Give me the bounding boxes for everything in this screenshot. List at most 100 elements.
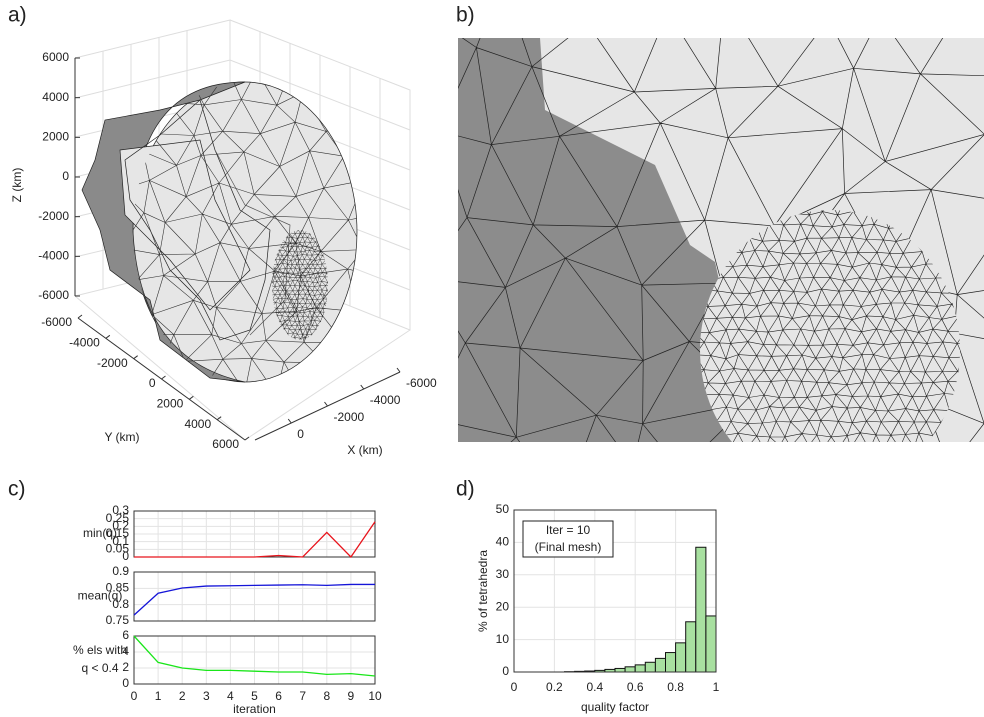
x-axis-label: X (km) bbox=[347, 443, 382, 457]
panel-label: d) bbox=[456, 478, 475, 501]
annotation: Iter = 10 bbox=[546, 523, 591, 537]
x-tick-label: 10 bbox=[368, 689, 382, 703]
y-axis-label: q < 0.4 bbox=[81, 661, 118, 675]
y-tick-label: 0.1 bbox=[112, 534, 129, 548]
x-tick bbox=[287, 418, 292, 424]
y-tick bbox=[105, 334, 111, 339]
y-tick-label: 0.05 bbox=[106, 542, 130, 556]
x-tick-label: 7 bbox=[299, 689, 306, 703]
z-axis-label: Z (km) bbox=[10, 168, 24, 203]
x-tick-label: 0.4 bbox=[586, 680, 603, 694]
y-tick-label: 40 bbox=[496, 535, 510, 549]
panel-label: a) bbox=[8, 4, 27, 27]
y-tick bbox=[161, 375, 166, 380]
mesh-zoom bbox=[458, 38, 984, 442]
x-tick-label: 0.2 bbox=[546, 680, 563, 694]
y-tick-label: 2000 bbox=[157, 397, 184, 411]
x-tick-label: 4 bbox=[227, 689, 234, 703]
y-tick-label: 2 bbox=[122, 660, 129, 674]
z-tick-label: -2000 bbox=[38, 209, 69, 223]
bar bbox=[614, 667, 626, 673]
x-tick-label: 0 bbox=[131, 689, 138, 703]
x-axis-label: iteration bbox=[233, 702, 276, 716]
y-tick bbox=[77, 314, 83, 319]
x-tick bbox=[360, 384, 365, 390]
x-tick-label: 9 bbox=[348, 689, 355, 703]
x-tick-label: -2000 bbox=[334, 410, 365, 424]
bar bbox=[665, 652, 677, 673]
plot-frame bbox=[133, 635, 376, 685]
y-tick-label: -6000 bbox=[41, 315, 72, 329]
z-tick-label: -4000 bbox=[38, 249, 69, 263]
y-tick-label: 0.2 bbox=[112, 519, 129, 533]
y-axis-label: % of tetrahedra bbox=[476, 550, 490, 632]
y-tick-label: 0.9 bbox=[112, 564, 129, 578]
y-tick-label: 10 bbox=[496, 632, 510, 646]
y-tick-label: 0.75 bbox=[106, 613, 130, 627]
y-tick bbox=[216, 416, 222, 421]
bar bbox=[675, 642, 687, 673]
x-tick-label: 3 bbox=[203, 689, 210, 703]
x-tick-label: 8 bbox=[323, 689, 330, 703]
y-tick bbox=[189, 395, 194, 400]
panel-label: c) bbox=[8, 478, 26, 501]
y-tick-label: 4 bbox=[122, 644, 129, 658]
plot-frame bbox=[513, 509, 717, 673]
x-tick-label: 0 bbox=[511, 680, 518, 694]
x-tick-label: 5 bbox=[251, 689, 258, 703]
y-axis-label: Y (km) bbox=[104, 430, 139, 444]
x-tick-label: 0 bbox=[297, 427, 304, 441]
x-tick bbox=[324, 401, 328, 407]
x-tick-label: 2 bbox=[179, 689, 186, 703]
y-tick-label: 0 bbox=[122, 676, 129, 690]
y-tick-label: 0 bbox=[122, 549, 129, 563]
y-tick-label: 30 bbox=[496, 567, 510, 581]
z-tick-label: -6000 bbox=[38, 288, 69, 302]
y-tick-label: 6000 bbox=[212, 437, 239, 451]
y-axis-label: mean(q) bbox=[78, 589, 123, 603]
line bbox=[133, 635, 376, 677]
y-tick-label: 0.15 bbox=[106, 526, 130, 540]
y-tick-label: -4000 bbox=[69, 336, 100, 350]
annotation-box bbox=[522, 520, 614, 558]
y-tick bbox=[133, 355, 138, 360]
y-tick-label: -2000 bbox=[97, 356, 128, 370]
z-tick-label: 0 bbox=[62, 169, 69, 183]
x-tick-label: -6000 bbox=[406, 376, 437, 390]
x-tick-label: 1 bbox=[155, 689, 162, 703]
x-tick-label: 0.8 bbox=[667, 680, 684, 694]
line bbox=[134, 521, 376, 559]
y-tick-label: 0 bbox=[502, 664, 509, 678]
y-tick-label: 0.25 bbox=[106, 511, 130, 525]
z-tick-label: 4000 bbox=[42, 90, 69, 104]
z-tick-label: 6000 bbox=[42, 50, 69, 64]
y-tick-label: 6 bbox=[122, 628, 129, 642]
bar bbox=[634, 664, 646, 673]
z-tick-label: 2000 bbox=[42, 130, 69, 144]
x-axis-label: quality factor bbox=[581, 700, 649, 714]
annotation: (Final mesh) bbox=[535, 540, 602, 554]
x-tick-label: 6 bbox=[275, 689, 282, 703]
bar bbox=[705, 615, 717, 673]
y-tick-label: 4000 bbox=[184, 417, 211, 431]
y-tick-label: 0.85 bbox=[106, 581, 130, 595]
x-tick-label: 0.6 bbox=[627, 680, 644, 694]
y-tick bbox=[244, 436, 250, 441]
bar bbox=[685, 621, 697, 673]
x-tick-label: -4000 bbox=[370, 393, 401, 407]
bar bbox=[695, 546, 707, 673]
y-tick-label: 0.8 bbox=[112, 597, 129, 611]
bar bbox=[654, 657, 667, 673]
y-axis-label: % els with bbox=[73, 643, 127, 657]
line bbox=[133, 583, 375, 616]
plot-frame bbox=[133, 571, 376, 622]
y-tick-label: 50 bbox=[496, 502, 510, 516]
y-tick-label: 0.3 bbox=[112, 503, 129, 517]
panel-label: b) bbox=[456, 4, 475, 27]
x-tick-label: 1 bbox=[713, 680, 720, 694]
bar bbox=[624, 666, 636, 673]
x-tick bbox=[396, 367, 401, 373]
y-tick-label: 20 bbox=[496, 599, 510, 613]
y-tick-label: 0 bbox=[149, 376, 156, 390]
